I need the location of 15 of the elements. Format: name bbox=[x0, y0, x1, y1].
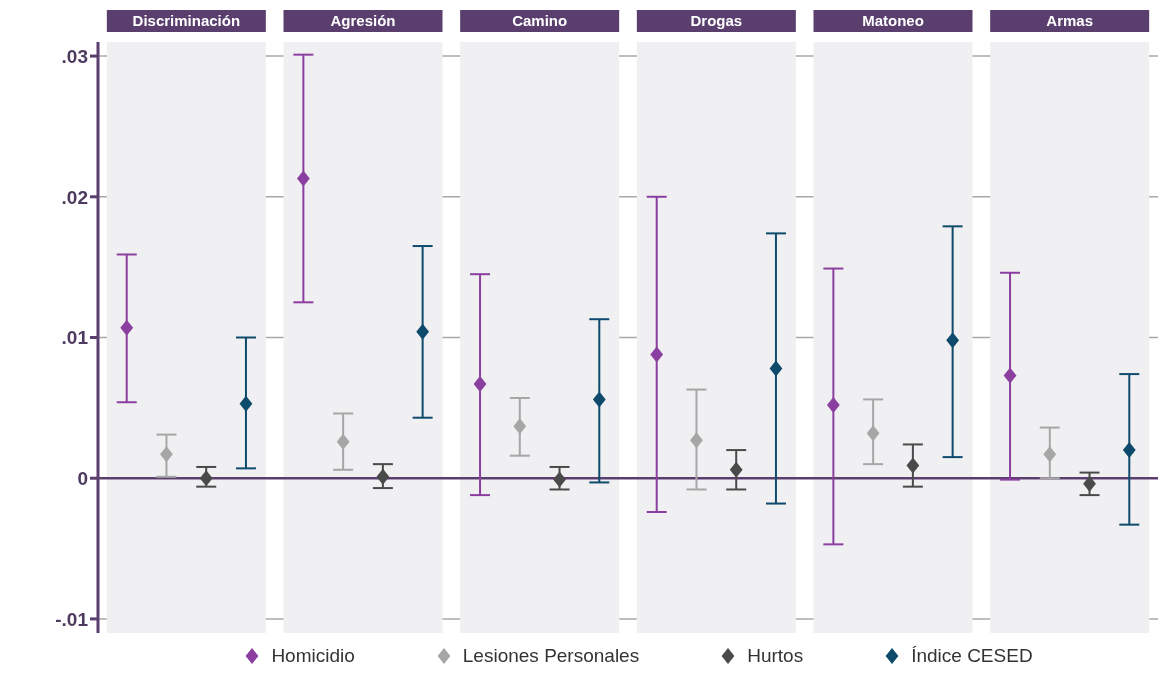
legend-label: Lesiones Personales bbox=[462, 645, 640, 667]
x-tick-label: Matoneo bbox=[862, 12, 924, 29]
x-tick-label: Drogas bbox=[690, 12, 743, 29]
legend-label: Homicidio bbox=[271, 645, 355, 667]
x-tick-label: Camino bbox=[512, 12, 568, 29]
y-tick-label: -.01 bbox=[55, 608, 89, 630]
x-tick-label: Agresión bbox=[330, 12, 396, 29]
y-tick-label: 0 bbox=[77, 467, 88, 489]
legend-label: Hurtos bbox=[747, 645, 804, 667]
x-tick-label: Discriminación bbox=[132, 12, 241, 29]
y-tick-label: .03 bbox=[61, 45, 88, 67]
legend-label: Índice CESED bbox=[911, 645, 1033, 667]
x-tick-label: Armas bbox=[1046, 12, 1094, 29]
y-tick-label: .02 bbox=[61, 186, 88, 208]
y-tick-label: .01 bbox=[61, 327, 89, 349]
